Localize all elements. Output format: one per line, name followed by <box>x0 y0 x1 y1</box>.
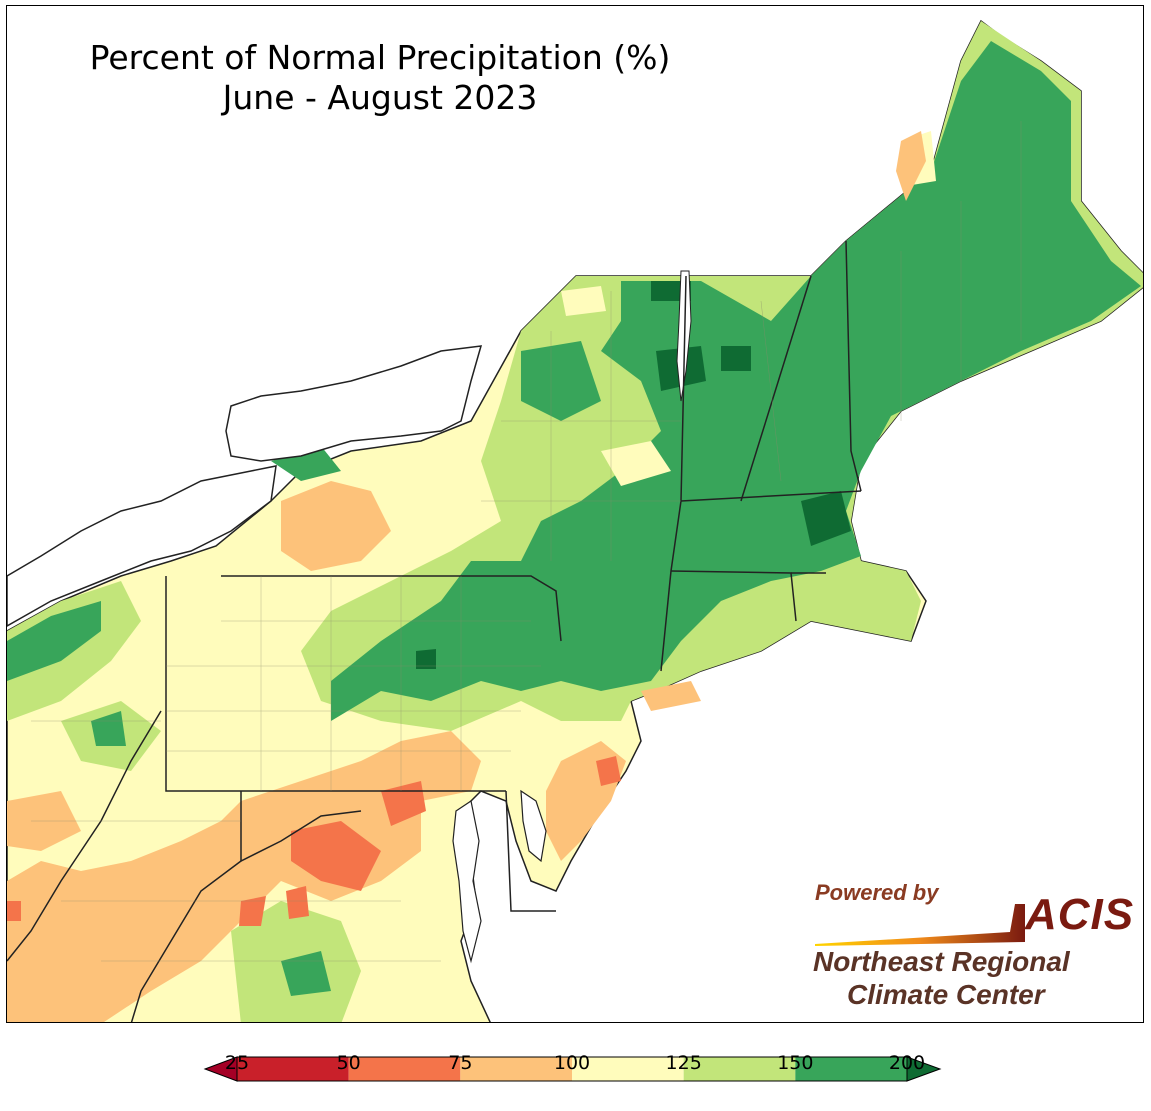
region-75-100 <box>641 681 701 711</box>
map-panel <box>6 5 1144 1023</box>
colorbar-tick-label: 50 <box>336 1052 361 1074</box>
region-150-200 <box>521 341 601 421</box>
region-150-200 <box>271 446 341 481</box>
map-subtitle: June - August 2023 <box>222 78 538 117</box>
region-75-100 <box>7 731 481 1022</box>
region-50-75 <box>596 756 621 786</box>
region-50-75 <box>381 781 426 826</box>
colorbar-frame <box>236 1056 908 1082</box>
region-50-75 <box>286 886 309 919</box>
region-150-200 <box>281 951 331 996</box>
region-50-75 <box>291 821 381 891</box>
delaware-bay <box>520 789 547 863</box>
org-name-line1: Northeast Regional <box>813 946 1070 977</box>
region-150-200 <box>7 601 101 681</box>
region-100-125 <box>561 286 606 316</box>
chesapeake-bay <box>452 800 482 964</box>
colorbar-tick-label: 200 <box>888 1052 926 1074</box>
lake-ontario <box>225 345 483 462</box>
precipitation-map <box>7 19 1143 1022</box>
acis-logo-text: ACIS <box>1025 890 1135 939</box>
colorbar-tick-label: 75 <box>448 1052 473 1074</box>
colorbar-bin <box>237 1057 349 1081</box>
region-75-100 <box>281 481 391 571</box>
org-name-line2: Climate Center <box>847 979 1045 1010</box>
map-title: Percent of Normal Precipitation (%) <box>89 38 671 77</box>
region-50-75 <box>239 896 266 926</box>
colorbar-bin <box>683 1057 796 1081</box>
region-50-75 <box>7 901 21 921</box>
colorbar-tick-label: 125 <box>665 1052 702 1074</box>
lake-erie <box>7 465 277 627</box>
colorbar-legend <box>203 1056 942 1082</box>
nrcc-acis-logo: Powered by ACIS Northeast Regional Clima… <box>805 880 1135 1015</box>
colorbar-bin <box>460 1057 572 1081</box>
colorbar-bin <box>348 1057 461 1081</box>
colorbar-tick-label: 150 <box>777 1052 814 1074</box>
powered-by-text: Powered by <box>815 880 939 905</box>
region-over-200 <box>721 346 751 371</box>
colorbar-tick-label: 100 <box>553 1052 591 1074</box>
state-borders <box>7 240 862 1022</box>
acis-swoosh-graphic <box>815 904 1025 946</box>
region-150-200 <box>331 41 1141 721</box>
region-150-200 <box>91 711 126 746</box>
county-borders <box>31 121 1022 962</box>
colorbar-tick-label: 25 <box>224 1052 250 1074</box>
region-75-100 <box>896 131 926 201</box>
colorbar-bin <box>572 1057 684 1081</box>
region-100-125 <box>601 441 671 486</box>
region-over-200 <box>801 491 851 546</box>
region-over-200 <box>416 649 436 669</box>
colorbar-bin <box>795 1057 907 1081</box>
